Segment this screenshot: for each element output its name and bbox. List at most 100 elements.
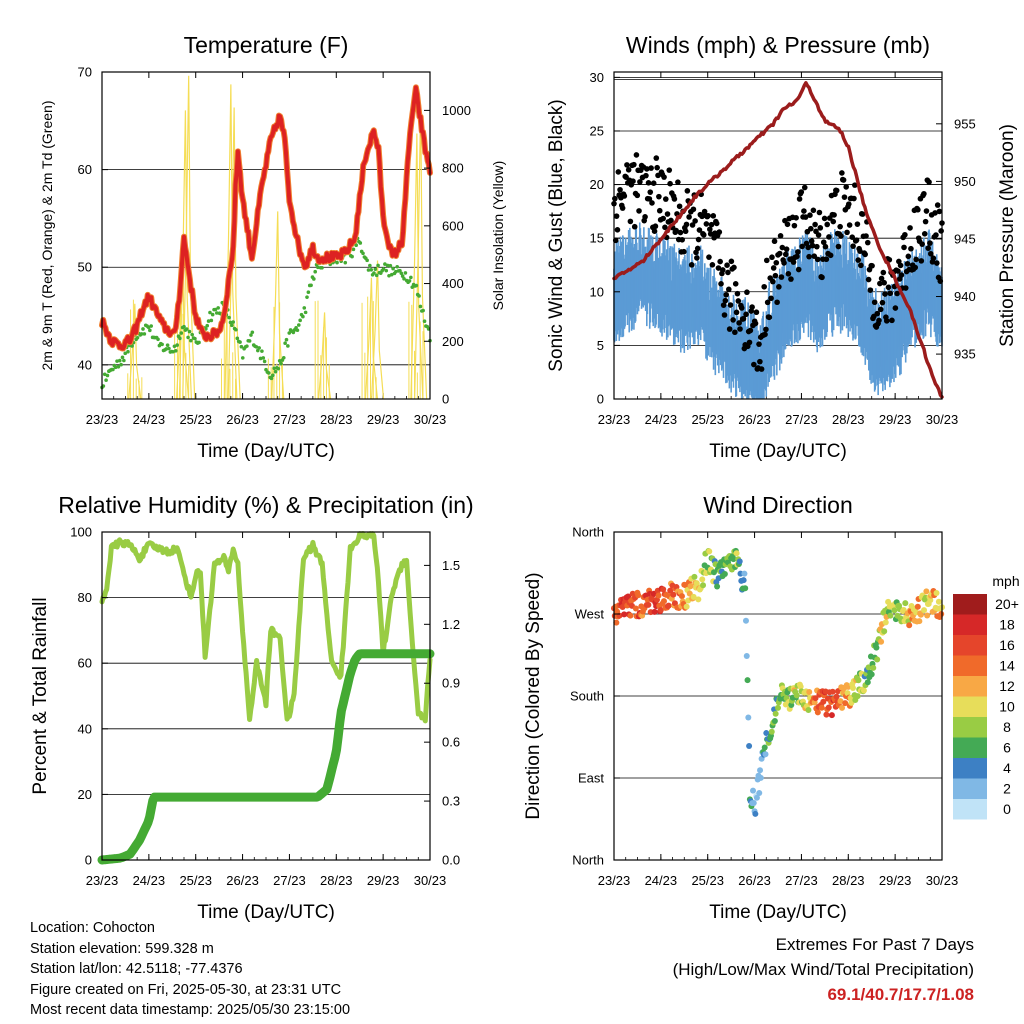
gust-point-344 xyxy=(908,245,914,252)
gust-point-83 xyxy=(682,228,689,235)
x-tick-label-2-5: 28/23 xyxy=(320,873,353,888)
rh-line xyxy=(99,531,433,724)
gust-point-213 xyxy=(795,249,801,255)
colorbar-swatch-7 xyxy=(953,737,987,758)
td-point-2 xyxy=(102,372,107,377)
gust-point-150 xyxy=(740,315,747,322)
x-tick-label-1-6: 29/23 xyxy=(879,412,912,427)
colorbar-title: mph xyxy=(992,573,1019,589)
td-point-11 xyxy=(115,359,119,363)
gust-point-197 xyxy=(781,260,787,266)
y-tick-label-1-6: 30 xyxy=(590,70,604,85)
gust-point-279 xyxy=(852,182,858,188)
x-tick-label-1-4: 27/23 xyxy=(785,412,818,427)
td-point-153 xyxy=(309,283,313,288)
gust-point-38 xyxy=(644,166,650,172)
gust-point-211 xyxy=(793,215,799,221)
direction-point-348 xyxy=(882,619,889,626)
gust-point-64 xyxy=(666,167,673,173)
gust-point-328 xyxy=(894,290,900,297)
latlon-text: Station lat/lon: 42.5118; -77.4376 xyxy=(30,961,243,977)
gust-point-199 xyxy=(782,251,789,258)
gust-point-374 xyxy=(934,260,940,266)
gust-point-110 xyxy=(706,254,712,260)
td-point-103 xyxy=(240,356,245,360)
td-point-236 xyxy=(422,319,427,324)
gust-point-76 xyxy=(676,203,683,210)
gust-point-361 xyxy=(922,218,929,225)
td-point-172 xyxy=(335,260,339,265)
pressure-line xyxy=(612,81,944,399)
gust-point-42 xyxy=(647,189,654,195)
colorbar-label-4: 12 xyxy=(999,678,1015,694)
colorbar-label-7: 6 xyxy=(1003,740,1011,756)
gust-point-15 xyxy=(624,162,630,168)
gust-point-288 xyxy=(859,211,866,217)
direction-point-325 xyxy=(864,679,871,686)
direction-point-193 xyxy=(761,744,768,751)
td-point-184 xyxy=(351,247,356,252)
gust-point-192 xyxy=(776,250,783,257)
x-tick-label-3-4: 27/23 xyxy=(785,873,818,888)
td-point-183 xyxy=(350,254,354,259)
direction-point-173 xyxy=(746,742,753,749)
gust-point-182 xyxy=(768,295,774,302)
gust-point-273 xyxy=(846,222,853,228)
direction-point-102 xyxy=(690,593,697,600)
x-tick-label-3-2: 25/23 xyxy=(691,873,724,888)
gust-point-220 xyxy=(801,208,807,214)
gust-point-311 xyxy=(879,299,886,306)
gust-point-200 xyxy=(783,246,790,252)
gust-point-215 xyxy=(796,196,803,202)
y2-tick-label-2-2: 0.6 xyxy=(442,735,460,750)
y-tick-label-2-0: 0 xyxy=(85,853,92,868)
direction-point-320 xyxy=(860,687,867,694)
chart-title-2: Relative Humidity (%) & Precipitation (i… xyxy=(58,492,473,518)
elevation-text: Station elevation: 599.328 m xyxy=(30,940,214,957)
direction-point-98 xyxy=(687,583,694,590)
station-info: Location: Cohocton Station elevation: 59… xyxy=(30,918,350,1021)
direction-point-195 xyxy=(763,730,770,737)
gust-point-286 xyxy=(858,262,864,269)
td-point-136 xyxy=(286,344,290,348)
gust-point-291 xyxy=(862,251,868,258)
gust-point-312 xyxy=(880,269,887,276)
gust-point-372 xyxy=(932,210,938,216)
direction-point-178 xyxy=(750,787,757,794)
direction-point-391 xyxy=(916,618,923,625)
gust-point-362 xyxy=(923,208,930,214)
direction-point-108 xyxy=(695,596,702,603)
td-point-235 xyxy=(421,308,425,313)
gust-point-145 xyxy=(736,320,742,326)
gust-point-208 xyxy=(790,259,797,265)
gust-point-336 xyxy=(901,244,907,251)
direction-point-103 xyxy=(691,573,698,580)
gust-point-122 xyxy=(716,229,723,235)
y-tick-label-1-4: 20 xyxy=(590,177,604,192)
direction-point-397 xyxy=(921,607,928,614)
y-axis-label-2: Percent & Total Rainfall xyxy=(30,597,51,794)
colorbar-label-6: 8 xyxy=(1003,719,1011,735)
td-point-230 xyxy=(414,283,419,288)
gust-point-143 xyxy=(734,290,741,297)
direction-point-373 xyxy=(902,600,909,607)
gust-point-162 xyxy=(751,361,757,368)
td-point-26 xyxy=(135,335,140,340)
td-point-212 xyxy=(389,272,394,277)
colorbar-label-3: 14 xyxy=(999,658,1015,674)
td-point-225 xyxy=(407,279,412,283)
x-tick-label-0-2: 25/23 xyxy=(179,412,212,427)
colorbar-swatch-10 xyxy=(953,799,987,820)
gust-point-141 xyxy=(732,281,739,287)
gust-point-226 xyxy=(806,253,812,260)
td-point-218 xyxy=(398,268,402,273)
td-point-29 xyxy=(139,332,144,336)
gust-point-17 xyxy=(625,167,632,173)
recent-text: Most recent data timestamp: 2025/05/30 2… xyxy=(30,1002,351,1018)
gust-point-169 xyxy=(757,358,763,365)
direction-point-179 xyxy=(750,799,757,806)
td-point-99 xyxy=(235,336,240,341)
td-point-200 xyxy=(373,267,378,271)
y2-tick-label-2-4: 1.2 xyxy=(442,617,460,632)
